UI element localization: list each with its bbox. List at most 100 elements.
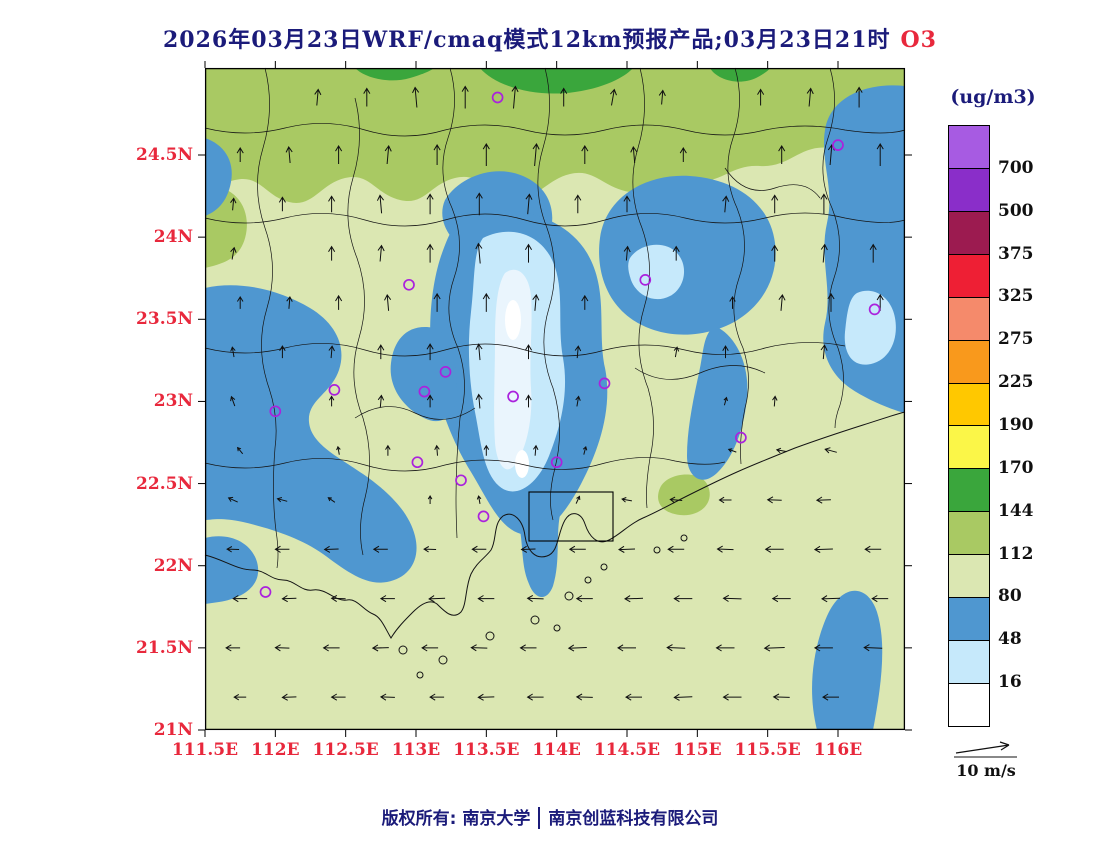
wind-arrow-icon [673,595,693,603]
wind-arrow-icon [330,594,346,603]
wind-arrow-icon [525,394,532,408]
colorbar-level-label: 16 [998,672,1022,693]
wind-arrow-icon [766,496,782,504]
station-markers-layer [259,91,881,598]
lon-tick-label: 111.5E [171,740,239,760]
wind-arrow-icon [624,595,644,603]
wind-arrow-icon [575,595,593,603]
wind-arrow-icon [434,444,440,456]
wind-arrow-icon [567,644,587,652]
wind-arrow-icon [772,693,790,701]
wind-arrows-layer [225,85,889,701]
colorbar-level-label: 500 [998,200,1034,221]
wind-arrow-icon [433,144,441,165]
wind-arrow-icon [772,395,778,407]
wind-arrow-icon [379,595,395,603]
wind-arrow-icon [729,295,736,309]
wind-arrow-icon [820,243,828,263]
wind-arrow-icon [330,693,346,701]
colorbar-segment [949,598,989,642]
forecast-title-text: 2026年03月23日WRF/cmaq模式12km预报产品;03月23日21时 [162,27,891,53]
wind-arrow-icon [372,545,388,553]
wind-arrow-icon [618,545,636,553]
wind-arrow-icon [771,595,791,603]
wind-arrow-icon [520,545,536,553]
wind-arrow-icon [384,293,392,311]
wind-arrow-icon [327,497,336,503]
wind-arrow-icon [575,395,581,407]
wind-arrow-icon [778,293,786,311]
wind-arrow-icon [532,293,540,311]
wind-arrow-icon [658,89,666,105]
wind-arrow-icon [475,393,483,409]
wind-arrow-icon [477,595,495,603]
wind-arrow-icon [230,395,236,407]
station-marker [477,510,490,523]
colorbar-segment [949,555,989,599]
wind-arrow-icon [820,193,828,215]
wind-scale-legend: 10 m/s [948,740,1024,780]
wind-arrow-icon [274,644,290,652]
lat-tick-label: 23N [153,391,193,412]
wind-arrow-icon [813,545,833,553]
wind-arrow-icon [763,644,785,652]
wind-arrow-icon [672,245,680,261]
wind-arrow-icon [274,545,290,553]
station-marker [491,91,504,104]
wind-arrow-icon [667,545,685,553]
colorbar-segment [949,340,989,384]
wind-arrow-icon [421,644,439,652]
wind-arrow-icon [820,344,828,360]
wind-arrow-icon [764,545,784,553]
wind-arrow-icon [371,644,389,652]
wind-arrow-icon [582,445,588,455]
wind-arrow-icon [532,444,539,456]
station-marker [418,385,431,398]
pollutant-label: O3 [900,27,937,53]
wind-arrow-icon [328,345,335,359]
lon-tick-label: 112.5E [312,740,379,760]
lon-tick-label: 112E [251,740,300,760]
colorbar-level-label: 80 [998,586,1022,607]
wind-arrow-icon [806,87,814,107]
wind-arrow-icon [475,192,483,216]
wind-arrow-icon [426,343,434,361]
colorbar-level-label: 700 [998,157,1034,178]
wind-arrow-icon [775,447,787,454]
colorbar-segment [949,126,989,169]
wind-arrow-icon [322,644,340,652]
wind-arrow-icon [679,147,687,162]
colorbar-segment [949,426,989,470]
wind-arrow-icon [722,693,742,701]
wind-arrow-icon [335,145,343,164]
wind-arrow-icon [429,693,445,701]
station-marker [455,474,467,487]
colorbar-level-label: 275 [998,329,1034,350]
wind-arrow-icon [470,644,488,652]
station-marker [328,384,341,396]
station-marker [598,377,611,390]
wind-arrow-icon [230,346,236,358]
wind-arrow-icon [575,495,581,504]
wind-arrow-icon [336,445,341,455]
wind-arrow-icon [384,145,392,165]
station-marker [832,139,844,151]
wind-arrow-icon [412,86,420,108]
wind-arrow-icon [385,444,391,456]
colorbar-scale [948,125,990,727]
wind-arrow-icon [279,345,286,359]
wind-arrow-icon [230,197,237,211]
wind-arrow-icon [230,246,237,260]
wind-scale-arrow-icon [954,741,1017,758]
copyright-right: 南京创蓝科技有限公司 [548,809,719,829]
wind-arrow-icon [276,497,288,503]
colorbar-segment [949,211,989,255]
wind-arrow-icon [328,195,336,213]
map-canvas [198,61,912,737]
study-area-box [528,491,614,542]
colorbar-segment [949,641,989,684]
wind-arrow-icon [824,447,837,454]
wind-arrow-icon [482,143,490,166]
colorbar-level-label: 375 [998,243,1034,264]
wind-arrow-icon [433,292,441,312]
